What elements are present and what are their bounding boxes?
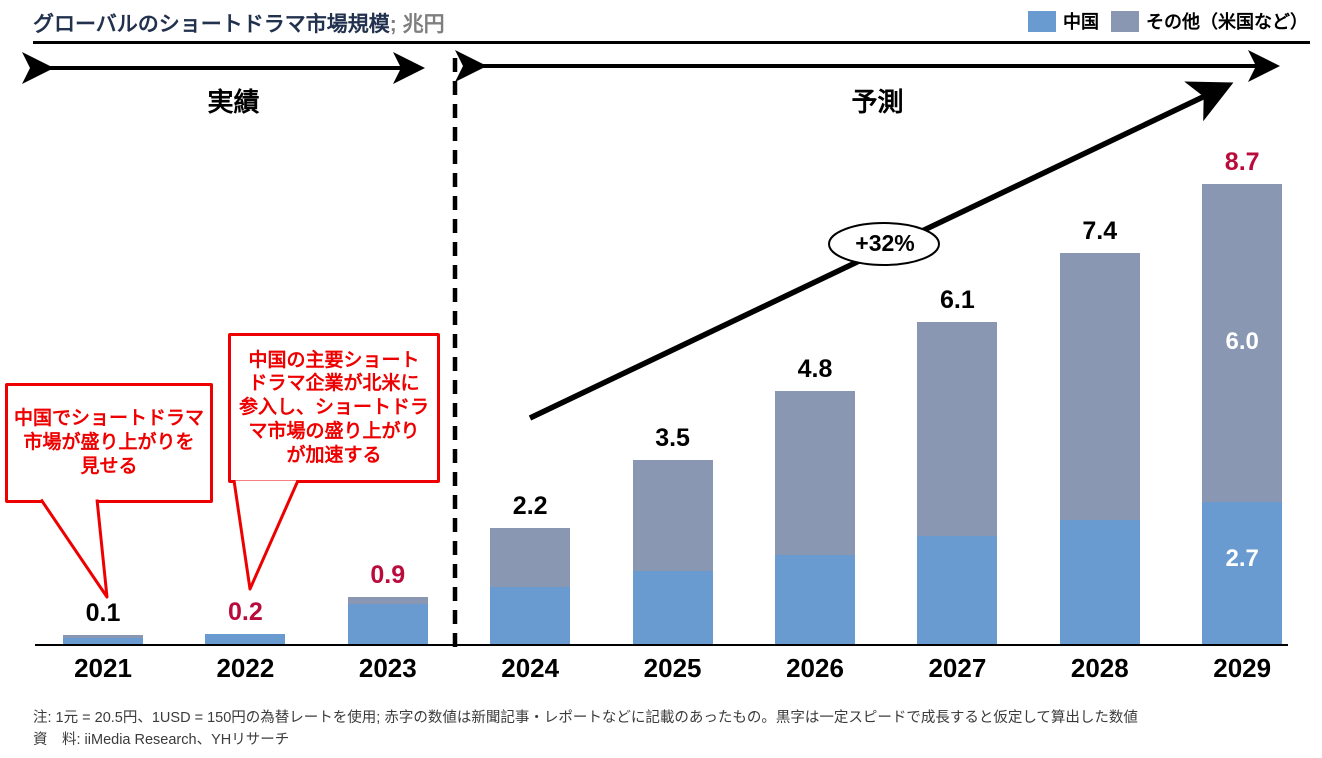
growth-badge-label: +32%: [855, 230, 915, 256]
x-axis-label-2022: 2022: [216, 653, 275, 683]
legend-swatch-other-icon: [1111, 10, 1139, 32]
bar-segment-other-2026: [775, 390, 855, 555]
bar-segment-other-2025: [632, 459, 713, 571]
legend-item-china: 中国: [1028, 8, 1099, 34]
legend-swatch-china-icon: [1028, 10, 1056, 32]
page-title: グローバルのショートドラマ市場規模; 兆円: [33, 8, 445, 38]
x-axis-label-2025: 2025: [643, 653, 702, 683]
bar-segment-china-2023: [347, 604, 428, 645]
bar-total-label-2021: 0.1: [85, 599, 121, 627]
x-axis-label-2023: 2023: [358, 653, 417, 683]
bar-segment-china-2027: [917, 536, 998, 645]
callout-north-america-expansion-text: 中国の主要ショート ドラマ企業が北米に 参入し、ショートドラ マ市場の盛り上がり…: [238, 349, 429, 466]
segment-label-other-2029: 6.0: [1225, 327, 1259, 355]
x-axis-label-2028: 2028: [1070, 653, 1129, 683]
header-divider: [33, 41, 1310, 44]
bar-total-label-2028: 7.4: [1082, 216, 1118, 245]
bar-segment-china-2025: [632, 570, 713, 645]
phase-label-actual: 実績: [207, 87, 260, 117]
callout-china-market-rise-text: 中国でショートドラマ 市場が盛り上がりを 見せる: [13, 408, 204, 477]
x-axis-label-2024: 2024: [501, 653, 560, 683]
bar-segment-other-2021: [63, 635, 143, 638]
callout-china-market-rise: 中国でショートドラマ 市場が盛り上がりを 見せる: [5, 383, 213, 503]
bar-2028: [1059, 252, 1140, 645]
x-axis-label-2021: 2021: [74, 653, 132, 683]
x-axis-label-2029: 2029: [1213, 653, 1272, 683]
bar-segment-china-2028: [1059, 520, 1140, 645]
callout-2-tail: [232, 479, 300, 591]
bar-total-label-2024: 2.2: [512, 492, 548, 521]
bar-total-label-2022: 0.2: [228, 598, 263, 627]
callout-north-america-expansion: 中国の主要ショート ドラマ企業が北米に 参入し、ショートドラ マ市場の盛り上がり…: [228, 333, 440, 483]
legend-label-other: その他（米国など）: [1146, 12, 1308, 32]
bar-segment-china-2026: [775, 554, 855, 645]
segment-label-china-2029: 2.7: [1225, 545, 1259, 573]
bar-segment-china-2021: [63, 638, 143, 645]
callout-1-tail: [39, 498, 109, 599]
bar-total-label-2025: 3.5: [655, 423, 690, 452]
page-title-unit: ; 兆円: [389, 13, 445, 36]
bar-2024: [490, 528, 571, 645]
bar-2023: [347, 597, 428, 645]
bar-segment-other-2028: [1059, 252, 1140, 521]
page-title-main: グローバルのショートドラマ市場規模: [33, 13, 390, 36]
bar-2026: [775, 390, 855, 645]
bar-total-label-2029: 8.7: [1224, 147, 1260, 176]
bar-total-label-2023: 0.9: [370, 561, 406, 590]
bar-2025: [632, 459, 713, 646]
bar-segment-china-2024: [490, 586, 571, 645]
bar-segment-china-2022: [205, 634, 286, 645]
footer-note: 注: 1元 = 20.5円、1USD = 150円の為替レートを使用; 赤字の数…: [33, 710, 1138, 726]
bar-segment-china-2029: [1202, 501, 1283, 645]
x-axis-label-2027: 2027: [928, 653, 987, 683]
x-axis-line: [35, 644, 1288, 646]
footer-notes: 注: 1元 = 20.5円、1USD = 150円の為替レートを使用; 赤字の数…: [33, 707, 1138, 752]
bar-2027: [917, 321, 998, 645]
chart-legend: 中国 その他（米国など）: [1028, 8, 1308, 34]
bar-segment-other-2023: [347, 597, 428, 605]
bar-segment-other-2027: [917, 321, 998, 537]
legend-label-china: 中国: [1063, 12, 1099, 32]
legend-item-other: その他（米国など）: [1111, 8, 1308, 34]
footer-source: 資 料: iiMedia Research、YHリサーチ: [33, 732, 290, 749]
bar-2021: [63, 635, 143, 645]
bar-2022: [205, 634, 286, 645]
bar-total-label-2027: 6.1: [940, 285, 975, 314]
bar-total-label-2026: 4.8: [797, 354, 833, 383]
x-axis-label-2026: 2026: [786, 653, 844, 683]
phase-label-forecast: 予測: [851, 87, 904, 117]
bar-2029: [1202, 183, 1283, 645]
bar-segment-other-2024: [490, 528, 571, 587]
